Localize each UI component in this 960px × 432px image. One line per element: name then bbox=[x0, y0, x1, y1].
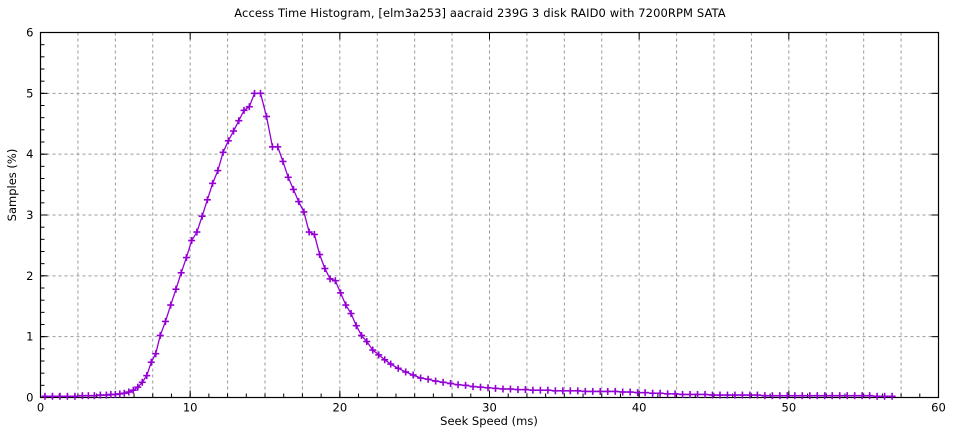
axis-frame bbox=[39, 31, 940, 399]
x-tick-label: 20 bbox=[333, 401, 348, 415]
y-tick-label: 1 bbox=[26, 330, 33, 344]
x-tick-label: 30 bbox=[482, 401, 497, 415]
x-tick-label: 10 bbox=[183, 401, 198, 415]
x-tick-label: 60 bbox=[931, 401, 946, 415]
x-axis-label: Seek Speed (ms) bbox=[440, 414, 538, 428]
x-tick-label: 50 bbox=[782, 401, 797, 415]
axis-tick-labels: 0 10 20 30 40 50 60 0 1 2 3 4 5 6 bbox=[26, 26, 946, 415]
y-tick-label: 6 bbox=[26, 26, 33, 40]
y-tick-label: 4 bbox=[26, 147, 33, 161]
x-tick-label: 0 bbox=[37, 401, 44, 415]
y-tick-label: 3 bbox=[26, 208, 33, 222]
data-series-samples bbox=[41, 89, 896, 400]
y-tick-label: 0 bbox=[26, 391, 33, 405]
y-tick-label: 5 bbox=[26, 86, 33, 100]
gridlines bbox=[40, 32, 939, 398]
chart-title: Access Time Histogram, [elm3a253] aacrai… bbox=[234, 6, 726, 20]
y-tick-label: 2 bbox=[26, 269, 33, 283]
y-axis-label: Samples (%) bbox=[5, 148, 19, 222]
x-tick-label: 40 bbox=[632, 401, 647, 415]
